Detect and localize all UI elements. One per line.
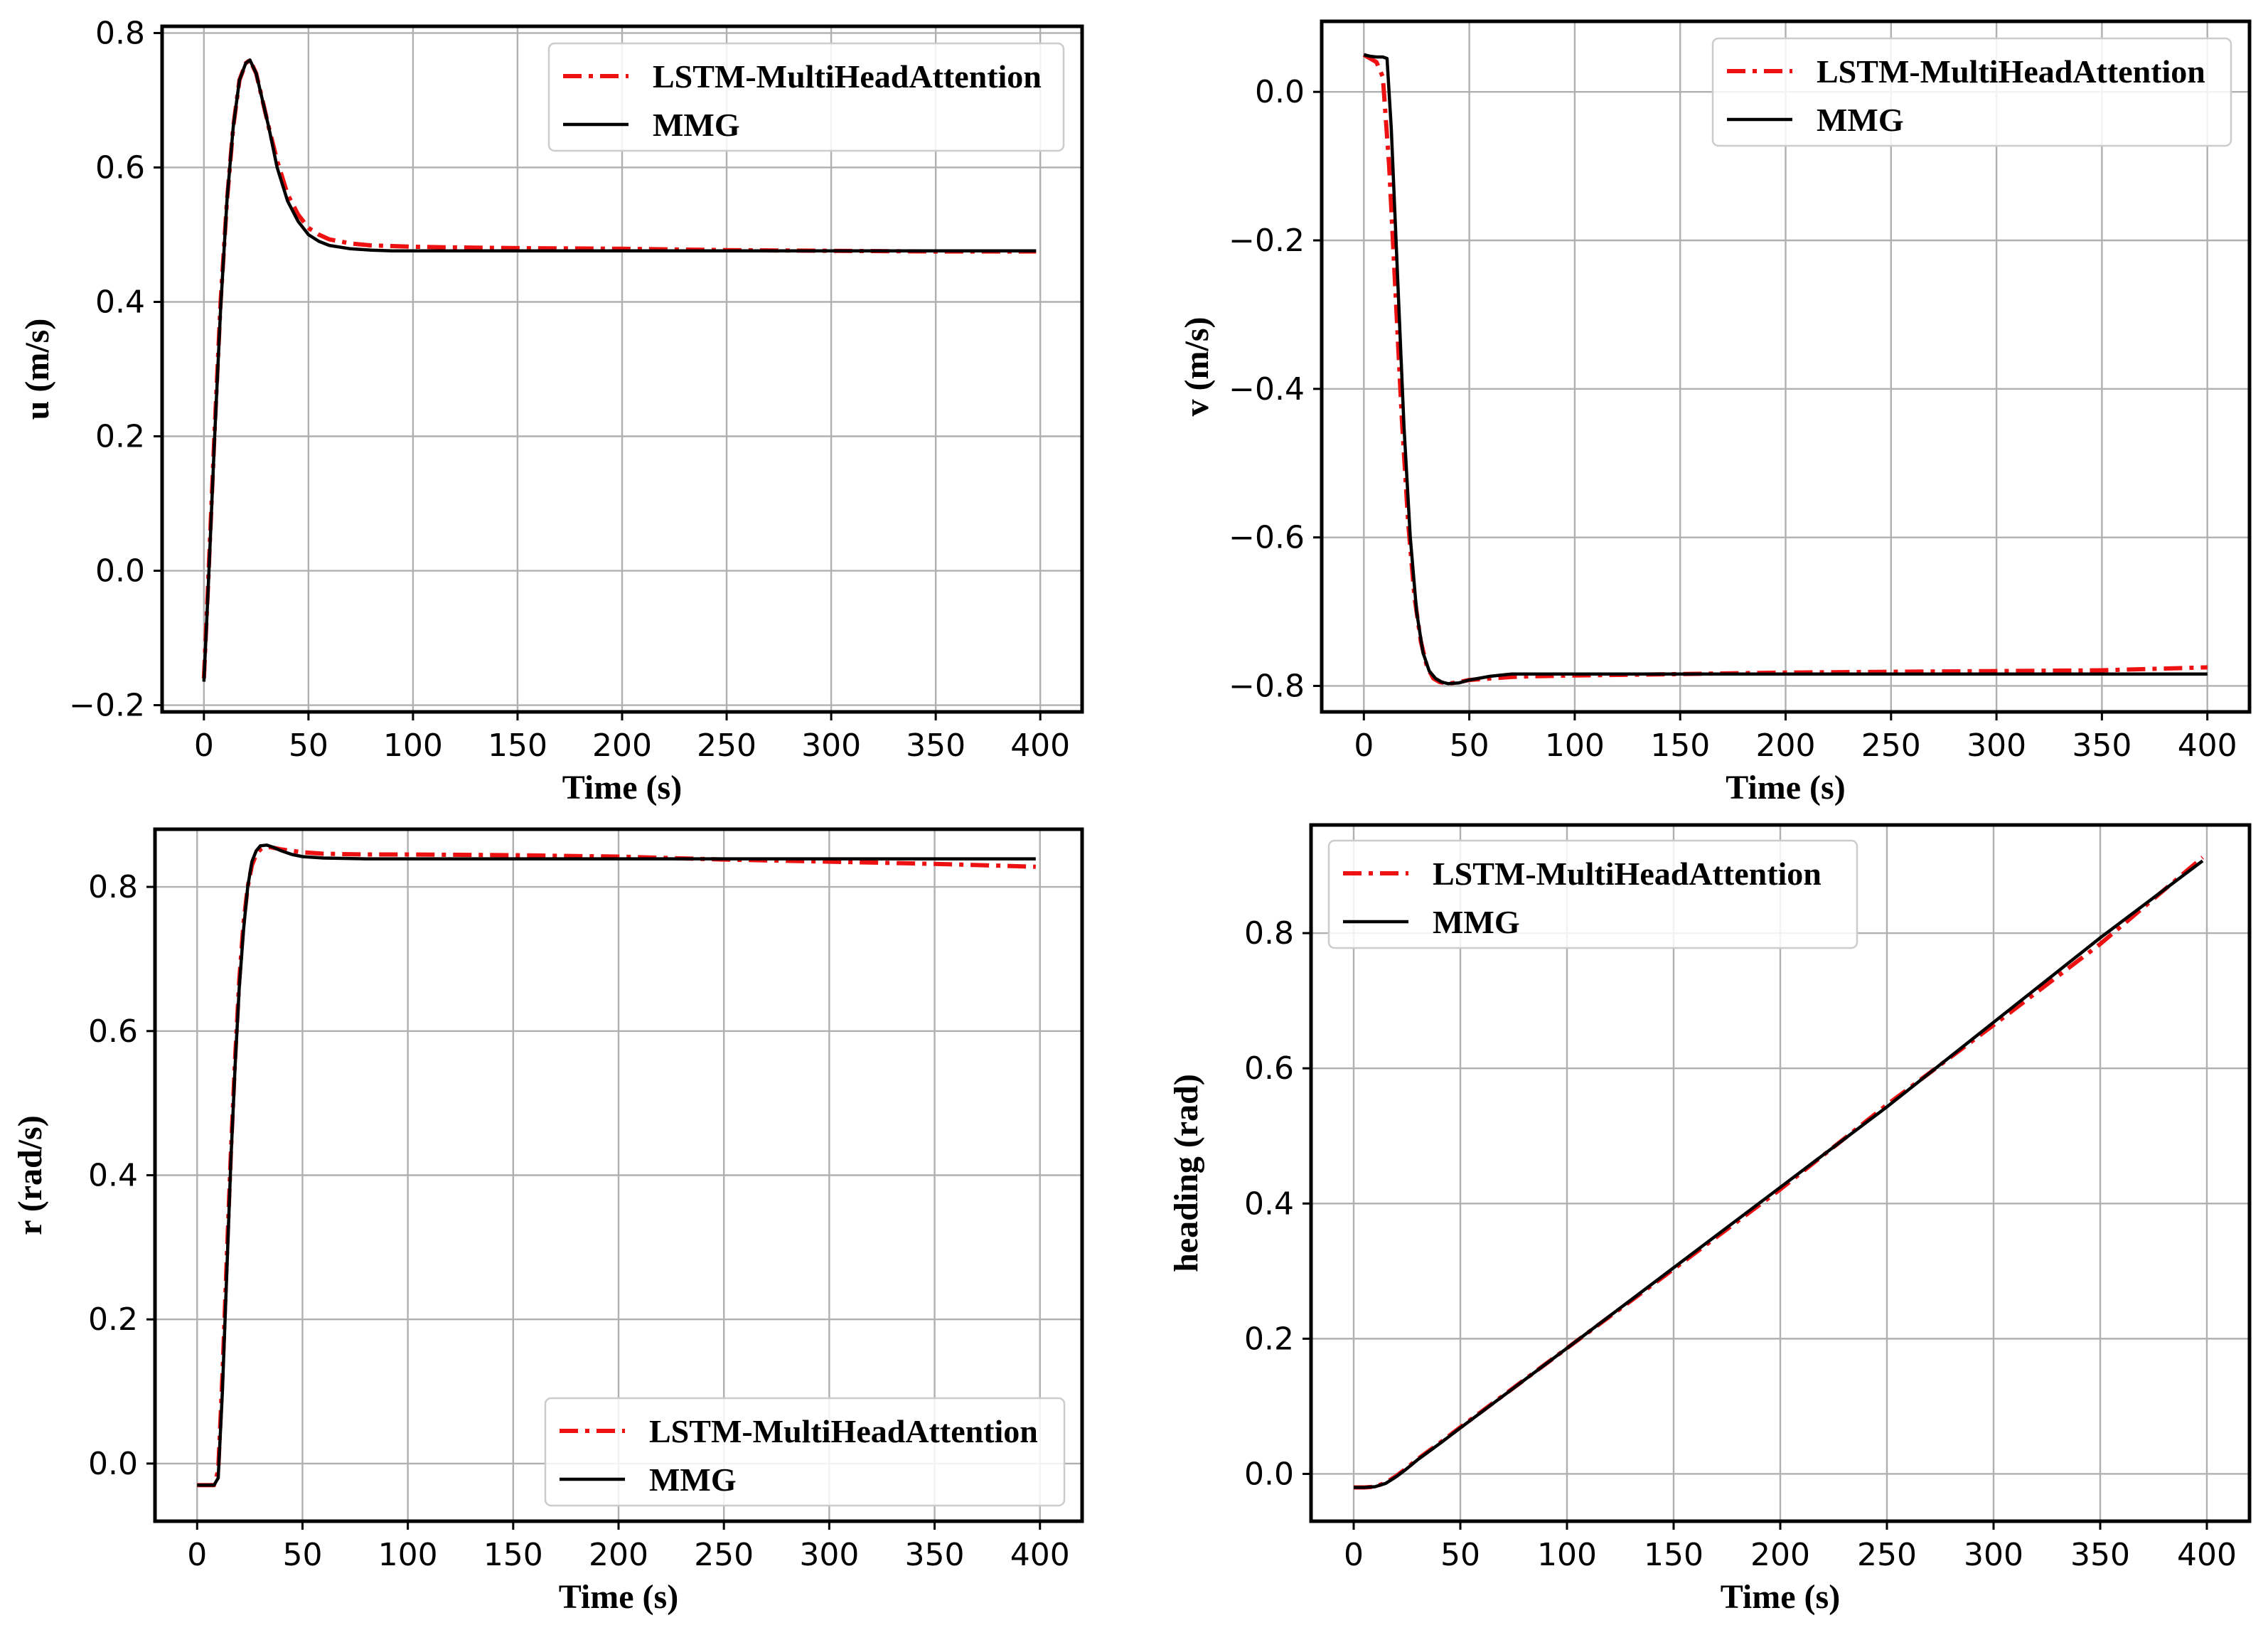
x-tick-label: 300	[799, 1537, 859, 1573]
x-tick-label: 250	[694, 1537, 754, 1573]
legend-entry-label: LSTM-MultiHeadAttention	[1817, 53, 2205, 90]
legend-entry-label: LSTM-MultiHeadAttention	[649, 1413, 1038, 1449]
x-tick-label: 400	[2177, 1537, 2237, 1573]
legend: LSTM-MultiHeadAttention MMG	[1327, 839, 1858, 949]
y-tick-label: 0.2	[88, 1301, 138, 1338]
legend-box	[1327, 839, 1858, 949]
y-tick-label: 0.4	[1244, 1186, 1294, 1222]
x-tick-label: 200	[1750, 1537, 1810, 1573]
legend-entry-label: MMG	[1817, 102, 1904, 138]
chart-panel-1: 0 50 100 150 200 250 300 350 400 −0.2 0.0 0.2 0.4 0.6…	[18, 15, 1084, 806]
x-tick-label: 400	[1010, 1537, 1070, 1573]
x-axis-label: Time (s)	[562, 769, 682, 806]
x-tick-label: 350	[905, 1537, 965, 1573]
series-line-mmg	[1363, 53, 2208, 686]
y-tick-label: 0.0	[88, 1446, 138, 1482]
series-line-mmg	[202, 58, 1037, 682]
x-tick-label: 250	[1857, 1537, 1917, 1573]
series-line-lstm	[197, 845, 1036, 1488]
chart-panel-4: 0 50 100 150 200 250 300 350 400 0.0 0.2 0.4 0.6 0.8 T…	[1167, 823, 2252, 1616]
x-tick-label: 350	[2072, 728, 2131, 764]
legend-entry-label: MMG	[653, 107, 740, 143]
x-tick-label: 0	[187, 1537, 207, 1573]
x-tick-label: 300	[1964, 1537, 2023, 1573]
y-tick-label: 0.0	[1255, 74, 1305, 110]
legend-entry-label: LSTM-MultiHeadAttention	[653, 58, 1042, 95]
x-tick-label: 150	[1650, 728, 1710, 764]
y-tick-label: −0.2	[1229, 223, 1305, 259]
x-tick-label: 50	[289, 728, 328, 764]
y-axis-label: v (m/s)	[1178, 317, 1216, 417]
y-tick-label: −0.6	[1229, 520, 1305, 556]
series-line-mmg	[197, 843, 1036, 1487]
x-axis-label: Time (s)	[559, 1578, 678, 1616]
legend: LSTM-MultiHeadAttention MMG	[544, 1397, 1066, 1507]
x-tick-label: 50	[1450, 728, 1489, 764]
chart-panel-3: 0 50 100 150 200 250 300 350 400 0.0 0.2 0.4 0.6 0.8 T…	[11, 827, 1084, 1616]
y-axis-label: heading (rad)	[1167, 1074, 1205, 1272]
y-tick-label: −0.4	[1229, 371, 1305, 408]
legend-entry-label: MMG	[649, 1461, 737, 1498]
x-tick-label: 100	[383, 728, 443, 764]
x-tick-label: 100	[378, 1537, 438, 1573]
y-tick-label: 0.6	[1244, 1050, 1294, 1087]
x-tick-label: 200	[589, 1537, 648, 1573]
legend-box	[547, 42, 1065, 152]
x-axis-label: Time (s)	[1721, 1578, 1840, 1616]
chart-panel-2: 0 50 100 150 200 250 300 350 400 −0.8 −0.6 −0.4 −0.2…	[1178, 19, 2252, 806]
legend: LSTM-MultiHeadAttention MMG	[547, 42, 1065, 152]
x-axis-label: Time (s)	[1726, 769, 1845, 806]
x-tick-label: 0	[194, 728, 214, 764]
y-axis-label: r (rad/s)	[11, 1115, 49, 1235]
y-tick-label: 0.8	[1244, 915, 1294, 952]
x-tick-label: 350	[906, 728, 965, 764]
x-tick-label: 200	[592, 728, 652, 764]
y-tick-label: 0.0	[95, 553, 145, 590]
y-tick-label: −0.2	[69, 688, 145, 724]
x-tick-label: 250	[697, 728, 756, 764]
y-tick-label: 0.2	[1244, 1321, 1294, 1357]
series-line-mmg	[1354, 859, 2204, 1489]
x-tick-label: 150	[488, 728, 547, 764]
x-tick-label: 50	[282, 1537, 322, 1573]
y-axis-label: u (m/s)	[18, 319, 56, 420]
x-tick-label: 400	[1010, 728, 1070, 764]
y-tick-label: 0.2	[95, 419, 145, 455]
legend-box	[544, 1397, 1066, 1507]
y-tick-label: −0.8	[1229, 668, 1305, 704]
x-tick-label: 150	[483, 1537, 543, 1573]
y-tick-label: 0.4	[95, 284, 145, 320]
x-tick-label: 100	[1545, 728, 1605, 764]
x-tick-label: 350	[2070, 1537, 2130, 1573]
x-tick-label: 100	[1537, 1537, 1597, 1573]
x-tick-label: 150	[1644, 1537, 1703, 1573]
x-tick-label: 250	[1861, 728, 1921, 764]
y-tick-label: 0.8	[88, 869, 138, 905]
y-tick-label: 0.6	[88, 1013, 138, 1050]
y-tick-label: 0.6	[95, 149, 145, 186]
legend: LSTM-MultiHeadAttention MMG	[1711, 37, 2232, 147]
x-tick-label: 400	[2178, 728, 2237, 764]
x-tick-label: 0	[1354, 728, 1374, 764]
x-tick-label: 200	[1756, 728, 1816, 764]
legend-box	[1711, 37, 2232, 147]
legend-entry-label: LSTM-MultiHeadAttention	[1433, 856, 1822, 892]
y-tick-label: 0.4	[88, 1158, 138, 1194]
y-tick-label: 0.0	[1244, 1456, 1294, 1492]
x-tick-label: 300	[1967, 728, 2026, 764]
y-tick-label: 0.8	[95, 15, 145, 51]
x-tick-label: 0	[1344, 1537, 1364, 1573]
x-tick-label: 50	[1440, 1537, 1480, 1573]
legend-entry-label: MMG	[1433, 904, 1520, 940]
x-tick-label: 300	[801, 728, 861, 764]
